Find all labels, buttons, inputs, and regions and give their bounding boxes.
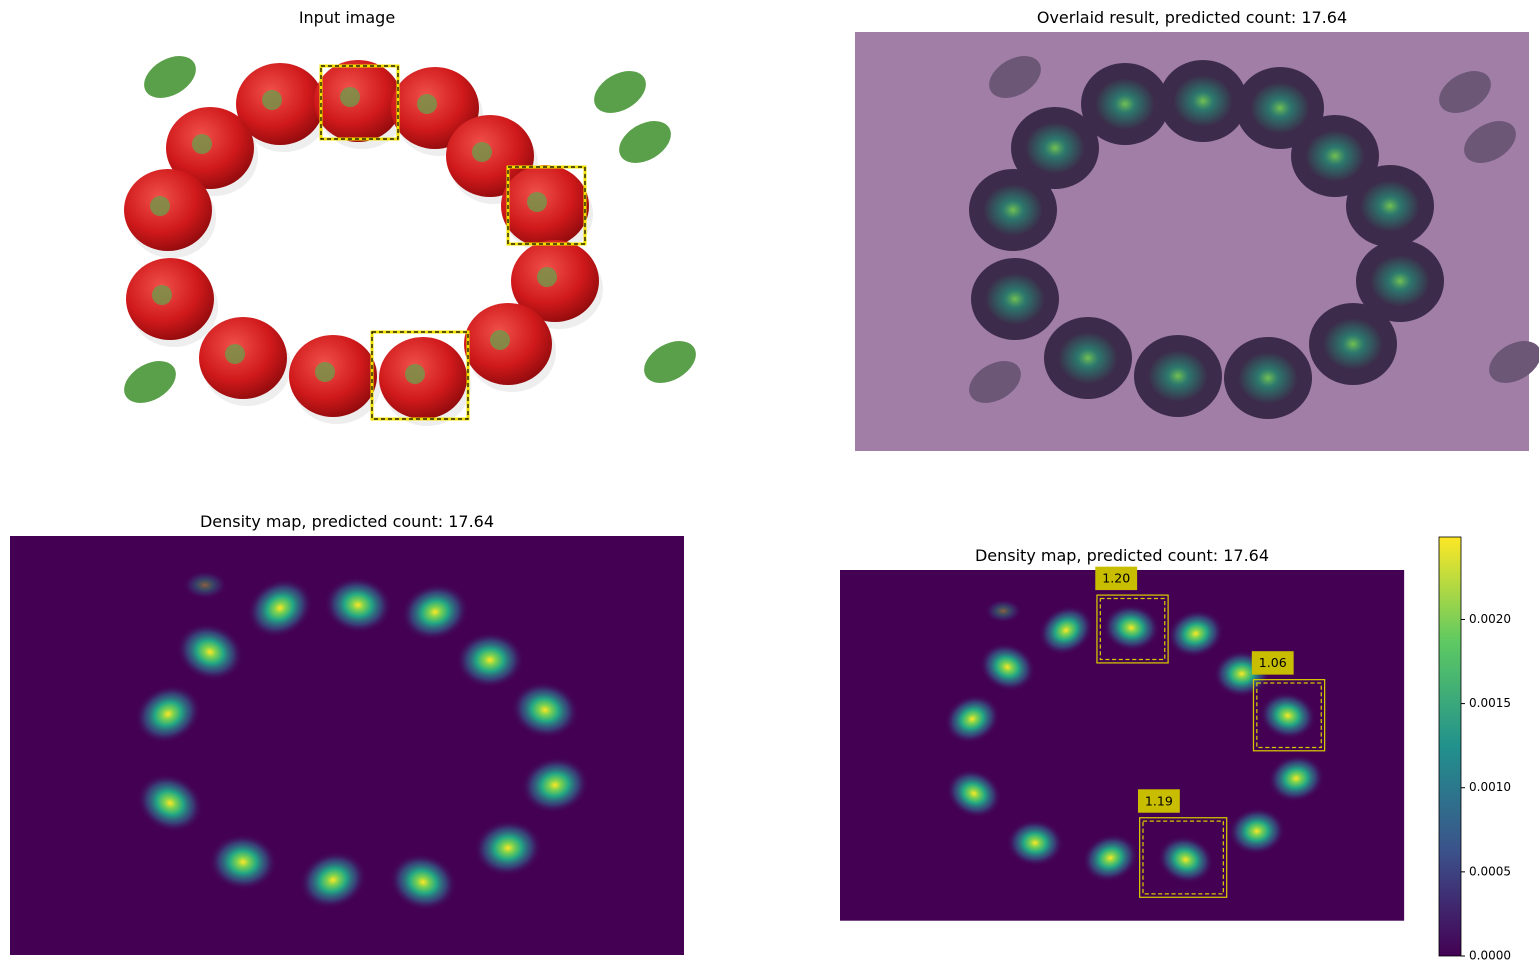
calyx xyxy=(490,330,510,350)
density-blob xyxy=(1305,130,1365,182)
density-blob xyxy=(1038,605,1094,656)
density-blob xyxy=(474,819,542,877)
density-blob xyxy=(389,853,457,911)
density-blob xyxy=(1259,691,1317,740)
density-blob xyxy=(1095,78,1155,130)
leaf xyxy=(969,361,1021,403)
calyx xyxy=(152,285,172,305)
colorbar-tick-label: 0.0010 xyxy=(1469,780,1511,794)
leaf xyxy=(989,56,1041,98)
box-label-bg xyxy=(1137,789,1180,813)
calyx xyxy=(527,192,547,212)
density-blob xyxy=(1058,332,1118,384)
calyx xyxy=(417,94,437,114)
density-blob xyxy=(1082,833,1139,883)
leaf xyxy=(619,121,671,163)
leaf xyxy=(1439,71,1491,113)
density-blob xyxy=(985,273,1045,325)
box-label: 1.19 xyxy=(1145,793,1173,808)
density-blob xyxy=(944,694,1000,744)
leaf xyxy=(594,71,646,113)
exemplar-box xyxy=(1139,817,1228,898)
density-blob xyxy=(137,773,203,833)
leaf xyxy=(124,361,176,403)
exemplar-box-inner xyxy=(1142,820,1224,895)
density-blob xyxy=(521,756,589,814)
density-blob xyxy=(1370,255,1430,307)
density-map-boxes: 1.20 1.06 1.19 xyxy=(840,566,1405,921)
density-blob xyxy=(401,583,469,641)
calyx xyxy=(340,87,360,107)
exemplar-box xyxy=(1252,679,1326,752)
exemplar-box-dash xyxy=(507,166,586,245)
density-blob xyxy=(209,833,277,891)
calyx xyxy=(472,142,492,162)
density-blob xyxy=(1323,318,1383,370)
panel-title: Density map, predicted count: 17.64 xyxy=(975,546,1269,565)
density-blob xyxy=(1102,604,1160,652)
density-blob xyxy=(1167,609,1224,658)
calyx xyxy=(315,362,335,382)
density-blob xyxy=(247,578,313,638)
density-blob xyxy=(1157,835,1214,884)
density-blob xyxy=(176,623,244,681)
density-blob xyxy=(1238,352,1298,404)
density-blob xyxy=(299,851,367,909)
panel-title: Overlaid result, predicted count: 17.64 xyxy=(1037,8,1347,27)
density-blob xyxy=(946,768,1002,818)
calyx xyxy=(192,134,212,154)
density-blob xyxy=(1173,75,1233,127)
density-blob xyxy=(1228,807,1286,855)
calyx xyxy=(262,90,282,110)
box-label-bg xyxy=(1095,566,1138,591)
exemplar-box-dash xyxy=(320,65,399,140)
input-image xyxy=(10,32,696,451)
density-blob xyxy=(511,681,579,739)
colorbar-tick-label: 0.0000 xyxy=(1469,949,1511,963)
calyx xyxy=(405,364,425,384)
density-blob xyxy=(1250,82,1310,134)
exemplar-box-inner xyxy=(1099,597,1166,661)
box-label: 1.06 xyxy=(1259,655,1287,670)
leaf xyxy=(644,341,696,383)
density-blob xyxy=(1006,819,1064,867)
exemplar-box-dash xyxy=(371,331,469,420)
calyx xyxy=(150,196,170,216)
density-blob xyxy=(979,642,1036,692)
density-blob xyxy=(1360,180,1420,232)
leaf xyxy=(1489,341,1539,383)
overlay-image xyxy=(855,32,1539,451)
density-blob xyxy=(134,684,202,744)
colorbar-tick-label: 0.0005 xyxy=(1469,864,1511,878)
panel-title: Input image xyxy=(299,8,395,27)
density-blob xyxy=(1025,122,1085,174)
density-blob xyxy=(1267,754,1325,803)
density-blob xyxy=(456,631,524,689)
exemplar-box xyxy=(1096,594,1169,664)
panel-title: Density map, predicted count: 17.64 xyxy=(200,512,494,531)
density-map xyxy=(10,536,684,955)
calyx xyxy=(537,267,557,287)
density-blob xyxy=(324,576,392,634)
leaf xyxy=(1464,121,1516,163)
exemplar-box-inner xyxy=(1256,682,1322,749)
colorbar-tick-label: 0.0020 xyxy=(1469,612,1511,626)
colorbar-tick-label: 0.0015 xyxy=(1469,696,1511,710)
density-blob xyxy=(183,571,227,599)
calyx xyxy=(225,344,245,364)
density-blob xyxy=(1148,350,1208,402)
density-blob xyxy=(984,599,1022,623)
box-label: 1.20 xyxy=(1102,571,1130,586)
colorbar xyxy=(1438,536,1462,957)
density-blob xyxy=(983,184,1043,236)
box-label-bg xyxy=(1251,651,1294,675)
leaf xyxy=(144,56,196,98)
